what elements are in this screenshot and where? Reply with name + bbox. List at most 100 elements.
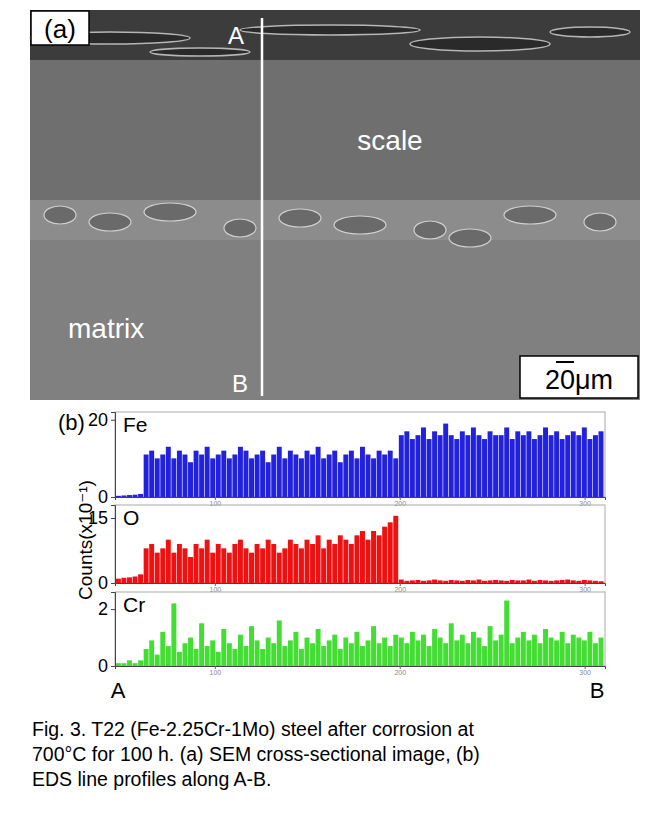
bar: [349, 544, 354, 583]
bar: [593, 581, 598, 583]
bar: [216, 652, 221, 666]
interface-pore: [224, 219, 256, 237]
point-label: B: [590, 678, 605, 703]
bar: [465, 580, 470, 583]
bar: [338, 649, 343, 666]
bar: [144, 548, 149, 583]
bar: [188, 462, 193, 497]
interface-pore: [334, 216, 386, 234]
bar: [510, 580, 515, 583]
bar: [194, 451, 199, 497]
tick-label: 100: [210, 669, 222, 676]
panel-label-box: [31, 11, 89, 45]
bar: [371, 626, 376, 666]
bar: [471, 427, 476, 497]
bar: [321, 548, 326, 583]
bar: [404, 643, 409, 666]
tick-label: 300: [579, 500, 591, 507]
bar: [343, 455, 348, 498]
bar: [166, 540, 171, 583]
bar: [299, 458, 304, 497]
bar: [321, 646, 326, 666]
element-label: O: [123, 506, 139, 529]
bar: [277, 553, 282, 583]
bar: [499, 580, 504, 583]
bar: [177, 652, 182, 666]
y-axis: 020: [88, 410, 116, 507]
bar: [560, 439, 565, 497]
bar: [177, 544, 182, 583]
bar: [249, 626, 254, 666]
profile-chart: 015100200300O: [88, 505, 606, 593]
scale-region: [30, 60, 640, 205]
bar: [271, 643, 276, 666]
bar: [582, 427, 587, 497]
bar: [244, 451, 249, 497]
bar: [360, 447, 365, 497]
bar: [266, 638, 271, 666]
bar: [432, 580, 437, 583]
bar: [160, 632, 165, 666]
tick-label: 2: [98, 599, 108, 619]
bar: [415, 640, 420, 666]
axis-line: [116, 667, 606, 670]
crack: [410, 37, 550, 51]
bar: [582, 640, 587, 666]
bar: [515, 431, 520, 497]
interface-pore: [414, 221, 446, 239]
bar: [293, 455, 298, 498]
bar: [587, 439, 592, 497]
bar: [305, 638, 310, 666]
bar: [282, 646, 287, 666]
bar: [388, 646, 393, 666]
interface-pore: [449, 229, 491, 247]
profile-chart: 02100200300Cr: [98, 592, 606, 676]
bar: [521, 632, 526, 666]
bar: [438, 638, 443, 666]
bar: [244, 548, 249, 583]
bar: [205, 540, 210, 583]
bar: [332, 451, 337, 497]
bar: [576, 638, 581, 666]
tick: 0: [98, 573, 115, 593]
bar: [371, 531, 376, 583]
bar: [471, 632, 476, 666]
bar: [393, 458, 398, 497]
tick-mark: [111, 666, 115, 667]
data-marks: [116, 424, 604, 497]
bar: [210, 553, 215, 583]
bar: [249, 458, 254, 497]
bar: [549, 435, 554, 497]
bar: [299, 649, 304, 666]
bar: [593, 643, 598, 666]
bar: [182, 455, 187, 498]
bar: [582, 580, 587, 583]
bar: [166, 447, 171, 497]
bar: [216, 455, 221, 498]
bar: [227, 553, 232, 583]
bar: [510, 643, 515, 666]
bar: [366, 540, 371, 583]
interface-pore: [279, 209, 321, 227]
plot-frame: [115, 505, 605, 583]
bar: [366, 640, 371, 666]
top-region: [30, 10, 640, 65]
bar: [449, 580, 454, 583]
bar: [493, 640, 498, 666]
bar: [454, 439, 459, 497]
crack: [150, 48, 250, 56]
data-marks: [116, 516, 604, 583]
bar: [377, 643, 382, 666]
bar: [554, 431, 559, 497]
interface-pore: [504, 206, 556, 224]
bar: [160, 455, 165, 498]
caption-line: Fig. 3. T22 (Fe-2.25Cr-1Mo) steel after …: [32, 718, 474, 740]
bar: [127, 577, 132, 583]
bar: [499, 435, 504, 497]
bar: [155, 458, 160, 497]
element-label: Cr: [123, 593, 145, 616]
interface-band: [30, 200, 640, 245]
bar: [255, 455, 260, 498]
bar: [338, 535, 343, 583]
bar: [199, 455, 204, 498]
